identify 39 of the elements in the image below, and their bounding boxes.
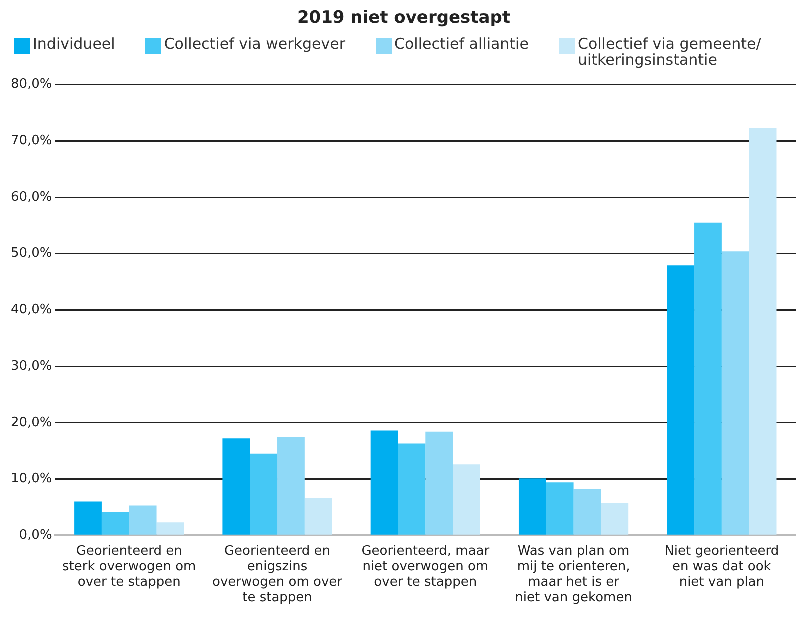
bar bbox=[574, 489, 602, 535]
chart-title: 2019 niet overgestapt bbox=[296, 8, 512, 28]
bar bbox=[129, 506, 157, 535]
x-tick-label: Niet georienteerd en was dat ook niet van plan bbox=[664, 544, 780, 590]
x-tick-label: Georienteerd en sterk overwogen om over te stappen bbox=[62, 544, 196, 590]
x-tick-label: Georienteerd en enigszins overwogen om over te stappen bbox=[212, 544, 344, 606]
bar bbox=[518, 478, 546, 535]
bar bbox=[156, 522, 184, 535]
bar bbox=[370, 430, 398, 535]
y-tick-label: 20,0% bbox=[10, 415, 52, 430]
y-tick-label: 0,0% bbox=[19, 528, 52, 543]
bar bbox=[398, 444, 426, 535]
bar bbox=[749, 128, 777, 535]
bar bbox=[278, 438, 305, 535]
bar bbox=[546, 482, 574, 535]
bar bbox=[694, 222, 722, 535]
y-tick-label: 10,0% bbox=[10, 472, 52, 487]
bar bbox=[222, 438, 250, 535]
bar bbox=[250, 454, 278, 535]
y-tick-label: 70,0% bbox=[10, 134, 52, 149]
bar bbox=[304, 498, 332, 535]
bar bbox=[426, 432, 454, 535]
y-tick-label: 30,0% bbox=[10, 358, 52, 374]
x-tick-label: Georienteerd, maar niet overwogen om over te stappen bbox=[362, 544, 490, 590]
bar bbox=[453, 464, 480, 535]
legend-label: Collectief alliantie bbox=[394, 35, 529, 53]
x-tick-label: Was van plan om mij te orienteren, maar het is er niet van gekomen bbox=[515, 544, 632, 606]
text: Collectief via gemeente/uitkeringsinstantie bbox=[578, 35, 762, 69]
y-tick-label: 40,0% bbox=[10, 302, 52, 318]
y-tick-label: 50,0% bbox=[10, 246, 52, 262]
bar bbox=[74, 502, 102, 535]
legend-label: Individueel bbox=[33, 35, 116, 53]
y-tick-label: 60,0% bbox=[10, 190, 52, 205]
bar bbox=[667, 266, 695, 535]
y-tick-label: 80,0% bbox=[10, 77, 52, 92]
bar bbox=[722, 252, 750, 535]
legend-label: Collectief via werkgever bbox=[164, 35, 346, 53]
bar bbox=[102, 512, 130, 535]
bar bbox=[601, 503, 629, 535]
